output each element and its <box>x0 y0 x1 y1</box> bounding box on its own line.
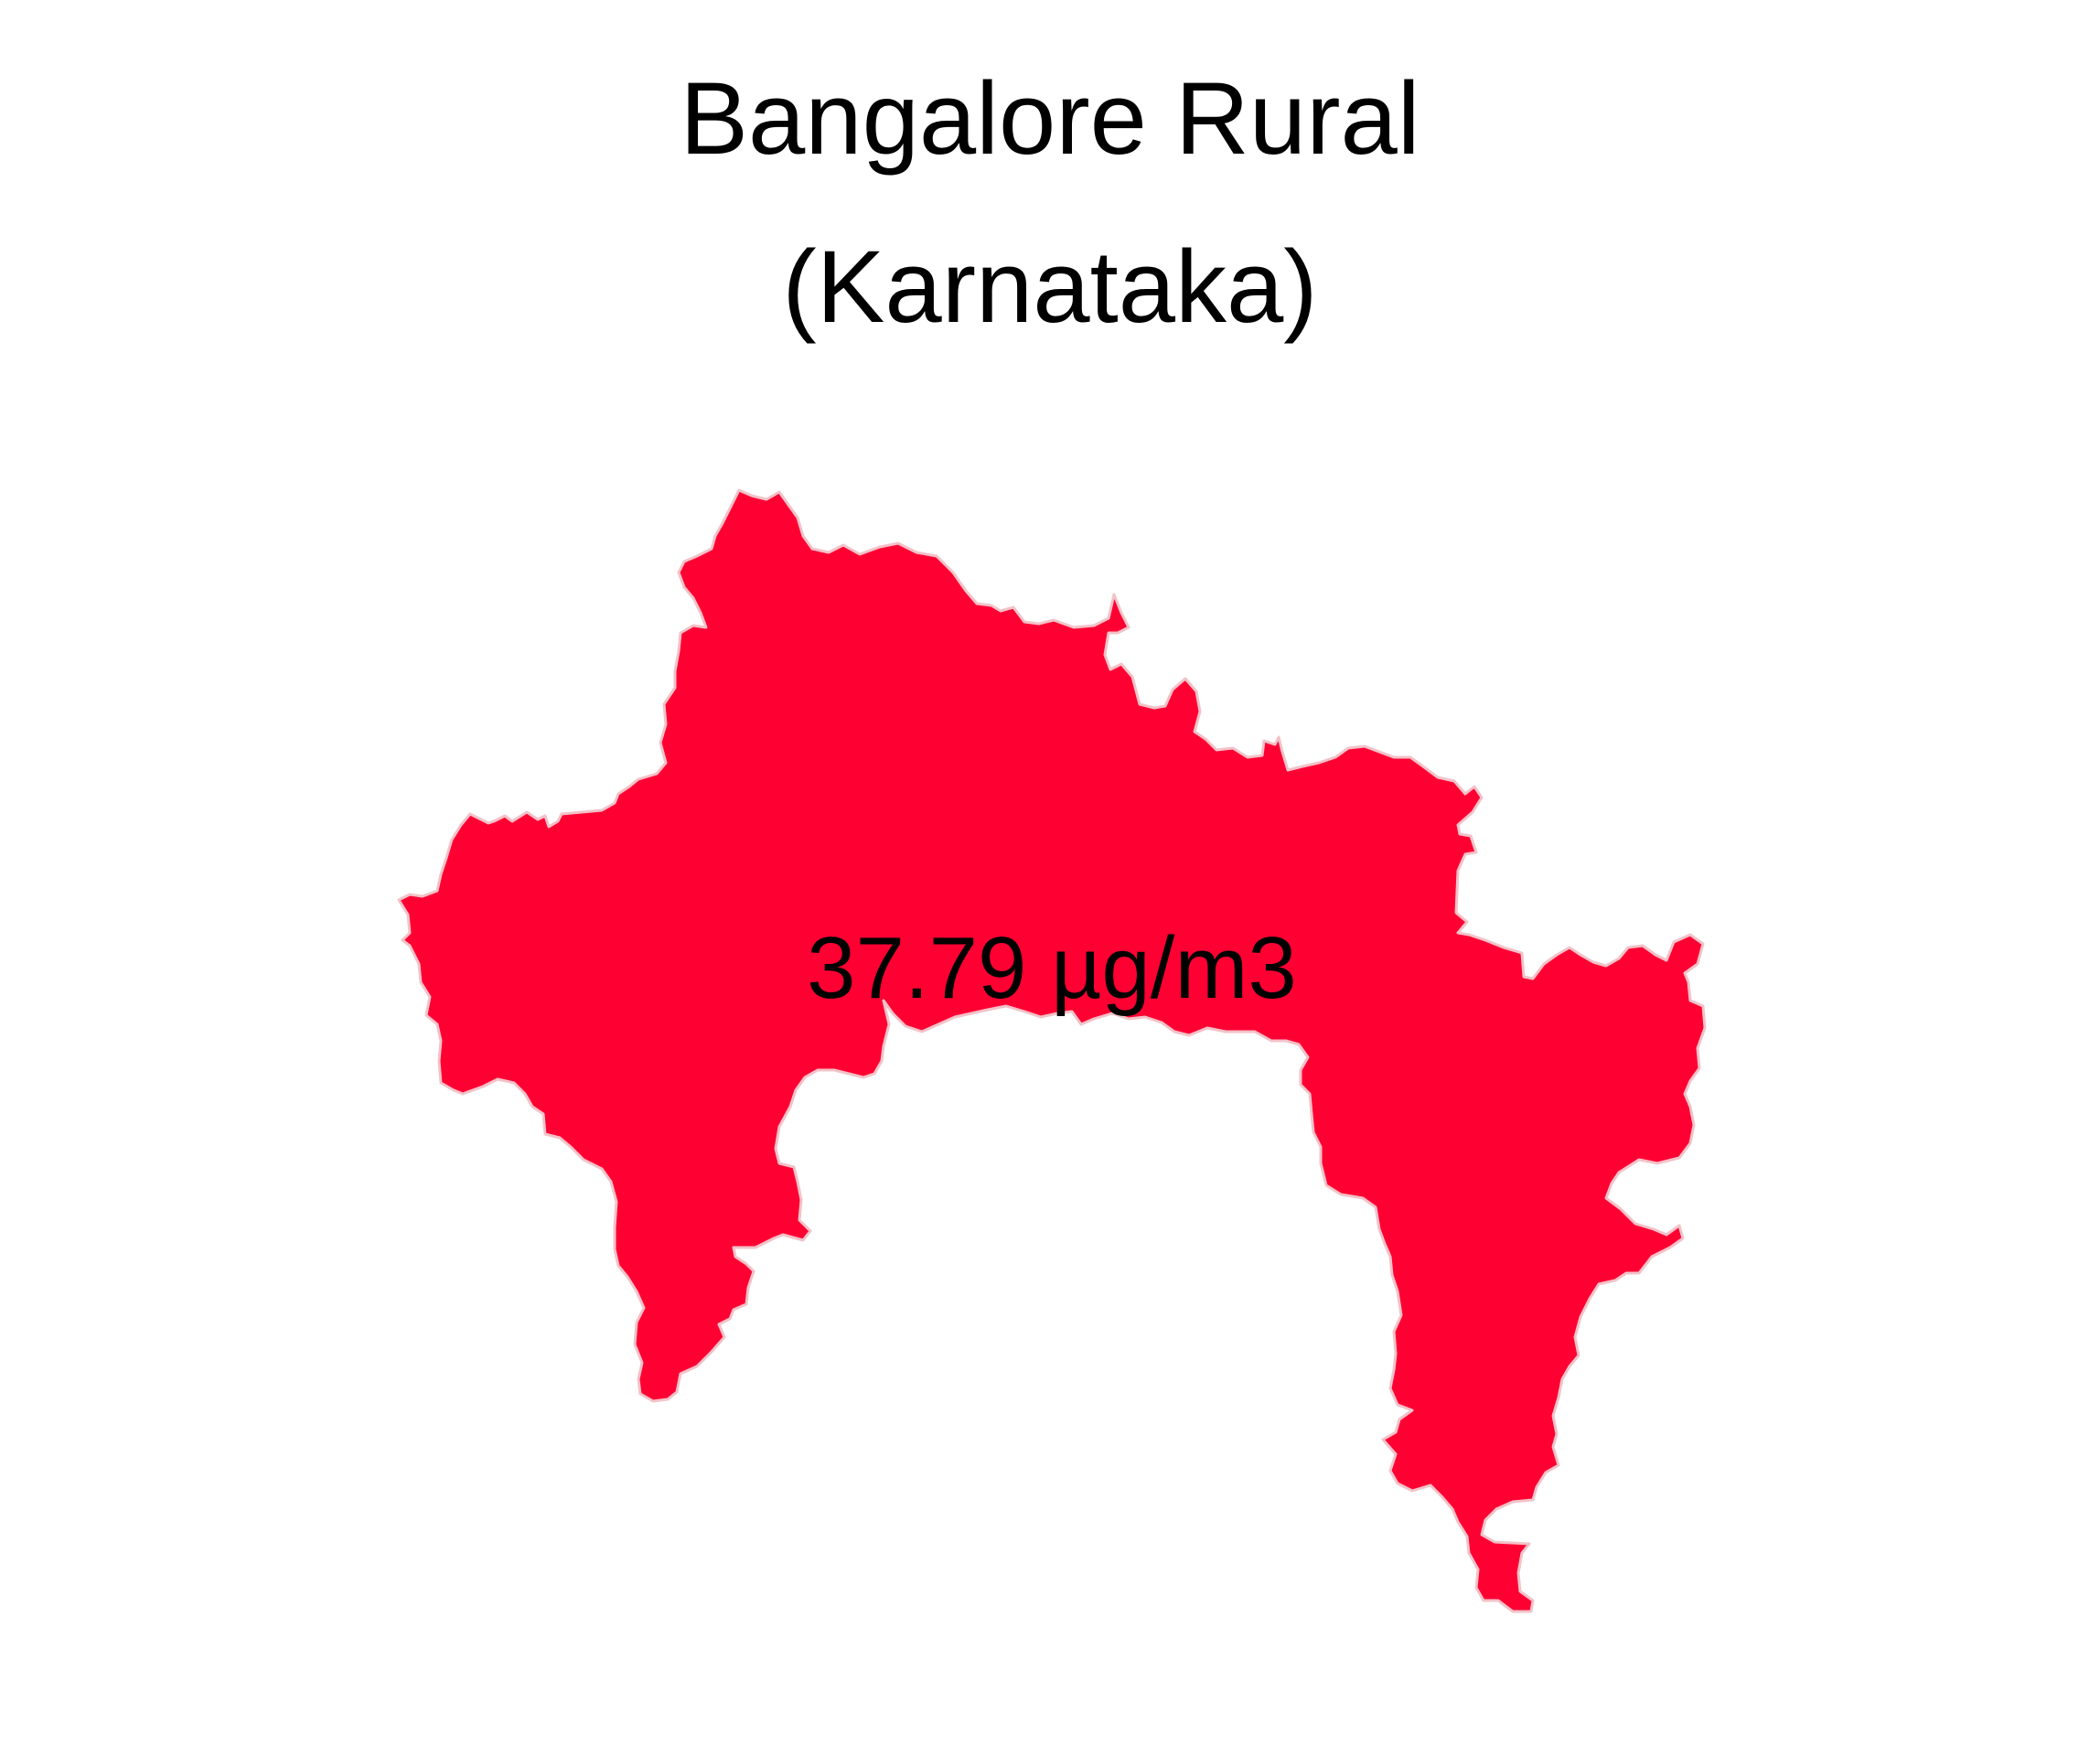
district-shape[interactable] <box>397 488 1707 1613</box>
map-title: Bangalore Rural <box>680 61 1420 176</box>
value-label: 37.79 µg/m3 <box>807 919 1297 1017</box>
map-subtitle: (Karnataka) <box>782 230 1318 344</box>
